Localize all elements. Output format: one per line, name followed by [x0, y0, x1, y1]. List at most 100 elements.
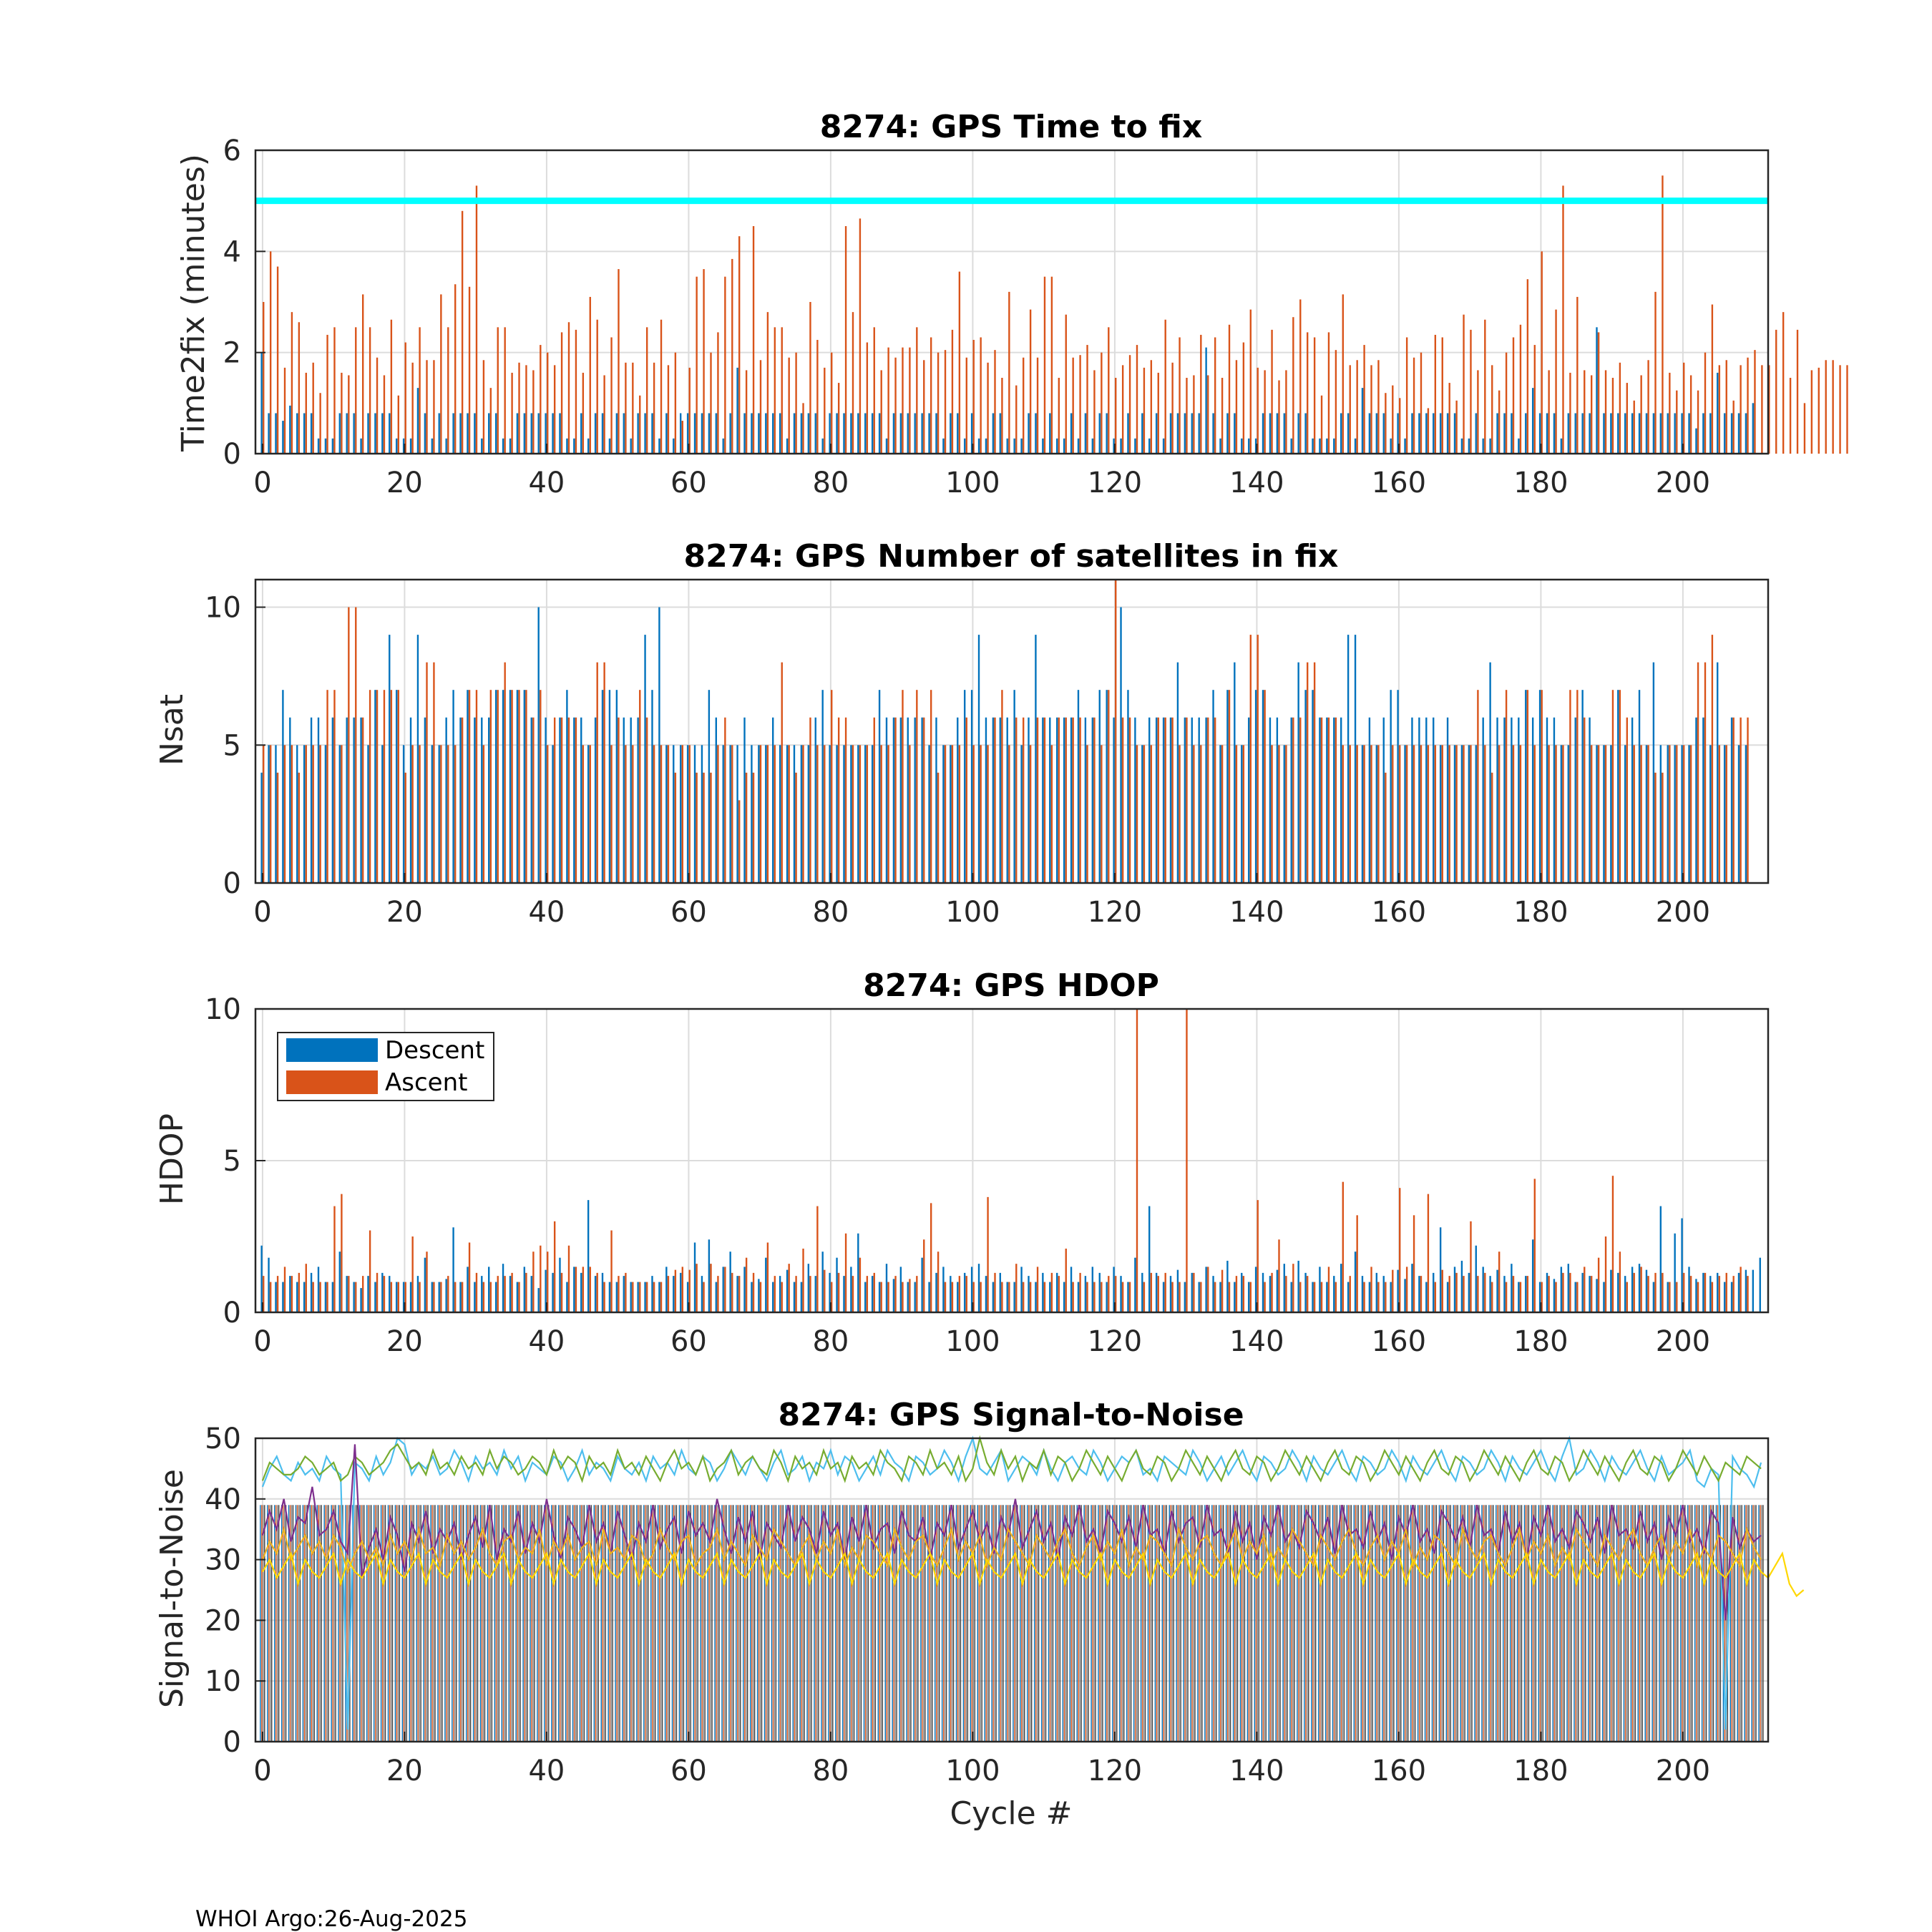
snr-bar	[978, 1505, 980, 1742]
snr-bar	[1272, 1505, 1274, 1742]
descent-bar	[608, 1282, 611, 1312]
descent-bar	[474, 717, 476, 883]
descent-bar	[1489, 438, 1491, 454]
ascent-bar	[305, 745, 307, 883]
descent-bar	[814, 1276, 816, 1312]
descent-bar	[1241, 1272, 1243, 1312]
snr-bar	[288, 1505, 290, 1742]
overlap-bar	[1093, 1282, 1094, 1312]
ascent-bar	[1434, 745, 1437, 883]
ascent-bar	[731, 1272, 733, 1312]
snr-bar	[1420, 1505, 1422, 1742]
overlap-bar	[1434, 413, 1435, 454]
ascent-bar	[837, 383, 840, 454]
ascent-bar	[1441, 337, 1443, 454]
descent-bar	[1525, 690, 1527, 883]
overlap-bar	[532, 1276, 533, 1312]
ascent-bar	[1143, 1282, 1146, 1312]
descent-bar	[494, 690, 497, 883]
snr-bar	[1050, 1505, 1053, 1742]
ascent-bar	[1072, 1282, 1074, 1312]
snr-bar	[557, 1505, 560, 1742]
snr-bar	[306, 1505, 308, 1742]
ascent-bar	[710, 352, 712, 454]
snr-bar	[1282, 1505, 1284, 1742]
ascent-bar	[1399, 745, 1401, 883]
descent-bar	[389, 413, 391, 454]
descent-bar	[970, 413, 973, 454]
snr-bar	[1298, 1505, 1299, 1742]
snr-bar	[1762, 1505, 1764, 1742]
snr-bar	[640, 1505, 642, 1742]
snr-bar	[1601, 1505, 1604, 1742]
ascent-bar	[269, 1282, 272, 1312]
descent-bar	[1433, 1272, 1435, 1312]
snr-bar	[1308, 1505, 1309, 1742]
snr-bar	[1278, 1505, 1279, 1742]
snr-bar	[632, 1505, 633, 1742]
ascent-bar	[348, 607, 350, 883]
overlap-bar	[716, 745, 718, 883]
overlap-bar	[1121, 438, 1123, 454]
ascent-bar	[696, 1264, 698, 1312]
ascent-bar	[710, 1264, 712, 1312]
overlap-bar	[667, 745, 668, 883]
overlap-bar	[1072, 1282, 1073, 1312]
overlap-bar	[1611, 1269, 1613, 1312]
snr-line	[261, 1551, 1805, 1598]
ascent-bar	[1179, 337, 1181, 454]
snr-bar	[1015, 1505, 1017, 1742]
overlap-bar	[1689, 745, 1691, 883]
ascent-bar	[1455, 745, 1458, 883]
ascent-bar	[1484, 745, 1486, 883]
snr-bar	[437, 1505, 439, 1742]
y-axis-label-snr: Signal-to-Noise	[154, 1469, 190, 1708]
overlap-bar	[1576, 1282, 1577, 1312]
descent-bar	[1581, 1272, 1584, 1312]
ascent-bar	[852, 745, 854, 883]
snr-bar	[1002, 1505, 1004, 1742]
ascent-bar	[994, 350, 996, 454]
overlap-bar	[269, 745, 270, 883]
ascent-bar	[1079, 355, 1081, 454]
overlap-bar	[1682, 1272, 1684, 1312]
ascent-bar	[1711, 304, 1714, 454]
snr-bar	[538, 1505, 540, 1742]
ascent-bar	[1740, 365, 1742, 454]
snr-bar	[356, 1505, 358, 1742]
ascent-bar	[1079, 1272, 1081, 1312]
descent-bar	[970, 690, 973, 883]
snr-bar	[1566, 1505, 1568, 1742]
ascent-bar	[397, 690, 399, 883]
overlap-bar	[1043, 1282, 1045, 1312]
legend: Descent Ascent	[277, 1032, 494, 1101]
descent-bar	[1312, 1282, 1314, 1312]
overlap-bar	[1519, 438, 1520, 454]
snr-bar	[534, 1505, 535, 1742]
snr-bar	[472, 1505, 474, 1742]
snr-bar	[930, 1505, 932, 1742]
descent-bar	[1312, 438, 1314, 454]
snr-bar	[1244, 1505, 1246, 1742]
snr-bar	[864, 1505, 867, 1742]
ascent-bar	[1633, 745, 1635, 883]
snr-bar	[511, 1505, 512, 1742]
ascent-bar	[1669, 372, 1671, 454]
descent-bar	[892, 717, 895, 883]
y-tick-label: 5	[223, 729, 241, 762]
overlap-bar	[1505, 413, 1506, 454]
snr-bar	[1173, 1505, 1174, 1742]
ascent-bar	[1214, 337, 1216, 454]
x-tick-label: 140	[1229, 1755, 1284, 1787]
overlap-bar	[318, 438, 320, 454]
snr-bar	[683, 1505, 685, 1742]
ascent-bar	[511, 690, 513, 883]
snr-bar	[1333, 1505, 1335, 1742]
descent-bar	[474, 413, 476, 454]
descent-bar	[530, 717, 532, 883]
descent-bar	[459, 717, 462, 883]
overlap-bar	[1732, 413, 1733, 454]
overlap-bar	[631, 745, 633, 883]
overlap-bar	[1427, 413, 1428, 454]
chart-title-snr: 8274: GPS Signal-to-Noise	[778, 1397, 1244, 1433]
